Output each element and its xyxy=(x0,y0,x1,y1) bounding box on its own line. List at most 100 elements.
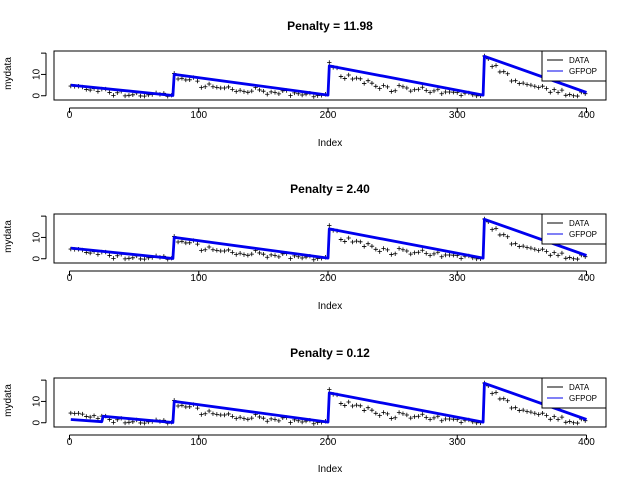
data-point xyxy=(427,253,433,258)
data-point xyxy=(443,252,448,258)
data-point xyxy=(195,241,200,247)
data-point xyxy=(276,418,282,424)
data-point xyxy=(327,60,332,65)
data-point xyxy=(439,91,444,96)
data-point xyxy=(237,415,243,420)
data-point xyxy=(361,244,367,249)
data-point xyxy=(532,411,537,416)
legend-entry: DATA xyxy=(569,219,590,228)
legend-entry: DATA xyxy=(569,383,590,392)
data-point xyxy=(571,93,576,98)
data-point xyxy=(126,93,132,98)
data-point xyxy=(199,248,204,253)
x-tick-label: 400 xyxy=(578,437,595,448)
data-point xyxy=(107,253,112,258)
data-point xyxy=(369,80,375,86)
legend: DATA GFPOP xyxy=(541,50,607,82)
data-point xyxy=(404,412,410,418)
data-point xyxy=(268,416,274,422)
data-point xyxy=(517,81,522,86)
data-point xyxy=(528,82,534,88)
data-point xyxy=(257,87,262,93)
data-point xyxy=(203,411,208,416)
data-point xyxy=(206,81,212,87)
data-point xyxy=(385,247,390,253)
data-point xyxy=(358,239,363,245)
y-axis-label: mydata xyxy=(3,57,14,90)
data-point xyxy=(261,251,266,257)
chart-panel-1: Penalty = 11.98 0 100 200 300 400 Index 0 10 myda… xyxy=(3,19,607,149)
data-point xyxy=(513,241,518,246)
data-point xyxy=(393,415,398,420)
data-point xyxy=(272,90,278,95)
data-point xyxy=(222,248,227,254)
data-point xyxy=(222,412,227,418)
gfpop-line xyxy=(70,381,587,424)
data-point xyxy=(404,85,410,91)
legend-entry: GFPOP xyxy=(569,67,597,76)
data-point xyxy=(548,253,553,258)
data-point xyxy=(361,408,367,413)
x-axis: 0 100 200 300 400 xyxy=(67,270,595,284)
data-point xyxy=(431,251,437,257)
y-tick-label: 0 xyxy=(32,256,43,262)
data-point xyxy=(338,401,344,406)
data-point xyxy=(237,251,243,256)
x-tick-label: 0 xyxy=(67,110,73,121)
x-axis: 0 100 200 300 400 xyxy=(67,434,595,448)
data-point xyxy=(524,409,530,414)
data-point xyxy=(424,251,429,256)
data-point xyxy=(501,396,506,401)
data-point xyxy=(431,415,437,421)
data-point xyxy=(501,69,506,74)
chart-panel-2: Penalty = 2.40 0 100 200 300 400 Index 0 10 mydat… xyxy=(3,182,607,312)
data-point xyxy=(563,256,569,261)
x-tick-label: 300 xyxy=(449,273,466,284)
data-point xyxy=(288,256,293,261)
x-tick-label: 300 xyxy=(449,110,466,121)
data-point xyxy=(404,248,410,254)
data-point xyxy=(513,405,518,410)
data-point xyxy=(505,234,510,239)
data-point xyxy=(214,85,220,90)
data-point xyxy=(528,409,534,415)
data-point xyxy=(311,257,316,262)
data-point xyxy=(532,247,537,252)
data-point xyxy=(138,93,143,99)
data-point xyxy=(245,253,251,258)
data-point xyxy=(214,412,220,417)
chart-title: Penalty = 0.12 xyxy=(290,346,370,360)
legend: DATA GFPOP xyxy=(541,377,607,409)
data-point xyxy=(559,414,565,420)
data-point xyxy=(245,417,251,422)
data-point xyxy=(520,243,526,249)
data-point xyxy=(214,248,220,253)
data-point xyxy=(408,88,413,94)
data-point xyxy=(95,89,101,94)
y-axis: 0 10 xyxy=(32,379,47,426)
data-point xyxy=(416,250,421,255)
data-point xyxy=(288,420,293,425)
data-point xyxy=(400,84,406,89)
data-point xyxy=(218,248,223,254)
data-point xyxy=(497,69,503,75)
x-tick-label: 0 xyxy=(67,437,73,448)
chart-panel-3: Penalty = 0.12 0 100 200 300 400 Index 0 10 mydat… xyxy=(3,346,607,475)
data-point xyxy=(272,417,278,422)
data-point xyxy=(505,398,510,403)
data-point xyxy=(142,420,147,426)
data-point xyxy=(203,247,208,252)
data-point xyxy=(203,84,208,89)
data-point xyxy=(373,247,379,252)
data-point xyxy=(389,416,394,421)
data-point xyxy=(241,89,247,94)
data-point xyxy=(365,78,371,83)
data-point xyxy=(551,87,557,92)
data-point xyxy=(327,387,332,392)
data-point xyxy=(183,77,189,83)
chart-title: Penalty = 2.40 xyxy=(290,182,370,196)
data-point xyxy=(416,414,421,419)
data-point xyxy=(447,89,452,95)
data-point xyxy=(111,256,116,261)
data-point xyxy=(342,239,348,244)
